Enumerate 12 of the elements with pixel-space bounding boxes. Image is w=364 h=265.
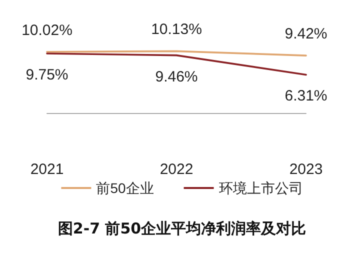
data-label: 9.75% (26, 66, 68, 84)
data-label: 6.31% (284, 88, 328, 105)
x-tick-label: 2023 (289, 161, 323, 178)
text: 图2-7 前50企业平均净利润率及对比 (58, 220, 306, 238)
data-label: 10.02% (22, 22, 72, 39)
data-label: 9.46% (155, 68, 198, 86)
data-label: 9.42% (284, 26, 328, 43)
legend-label: 环境上市公司 (218, 180, 303, 196)
x-tick-label: 2021 (30, 161, 64, 178)
legend-label: 前50企业 (96, 180, 154, 196)
data-label: 10.13% (151, 21, 202, 38)
x-tick-label: 2022 (160, 161, 194, 178)
